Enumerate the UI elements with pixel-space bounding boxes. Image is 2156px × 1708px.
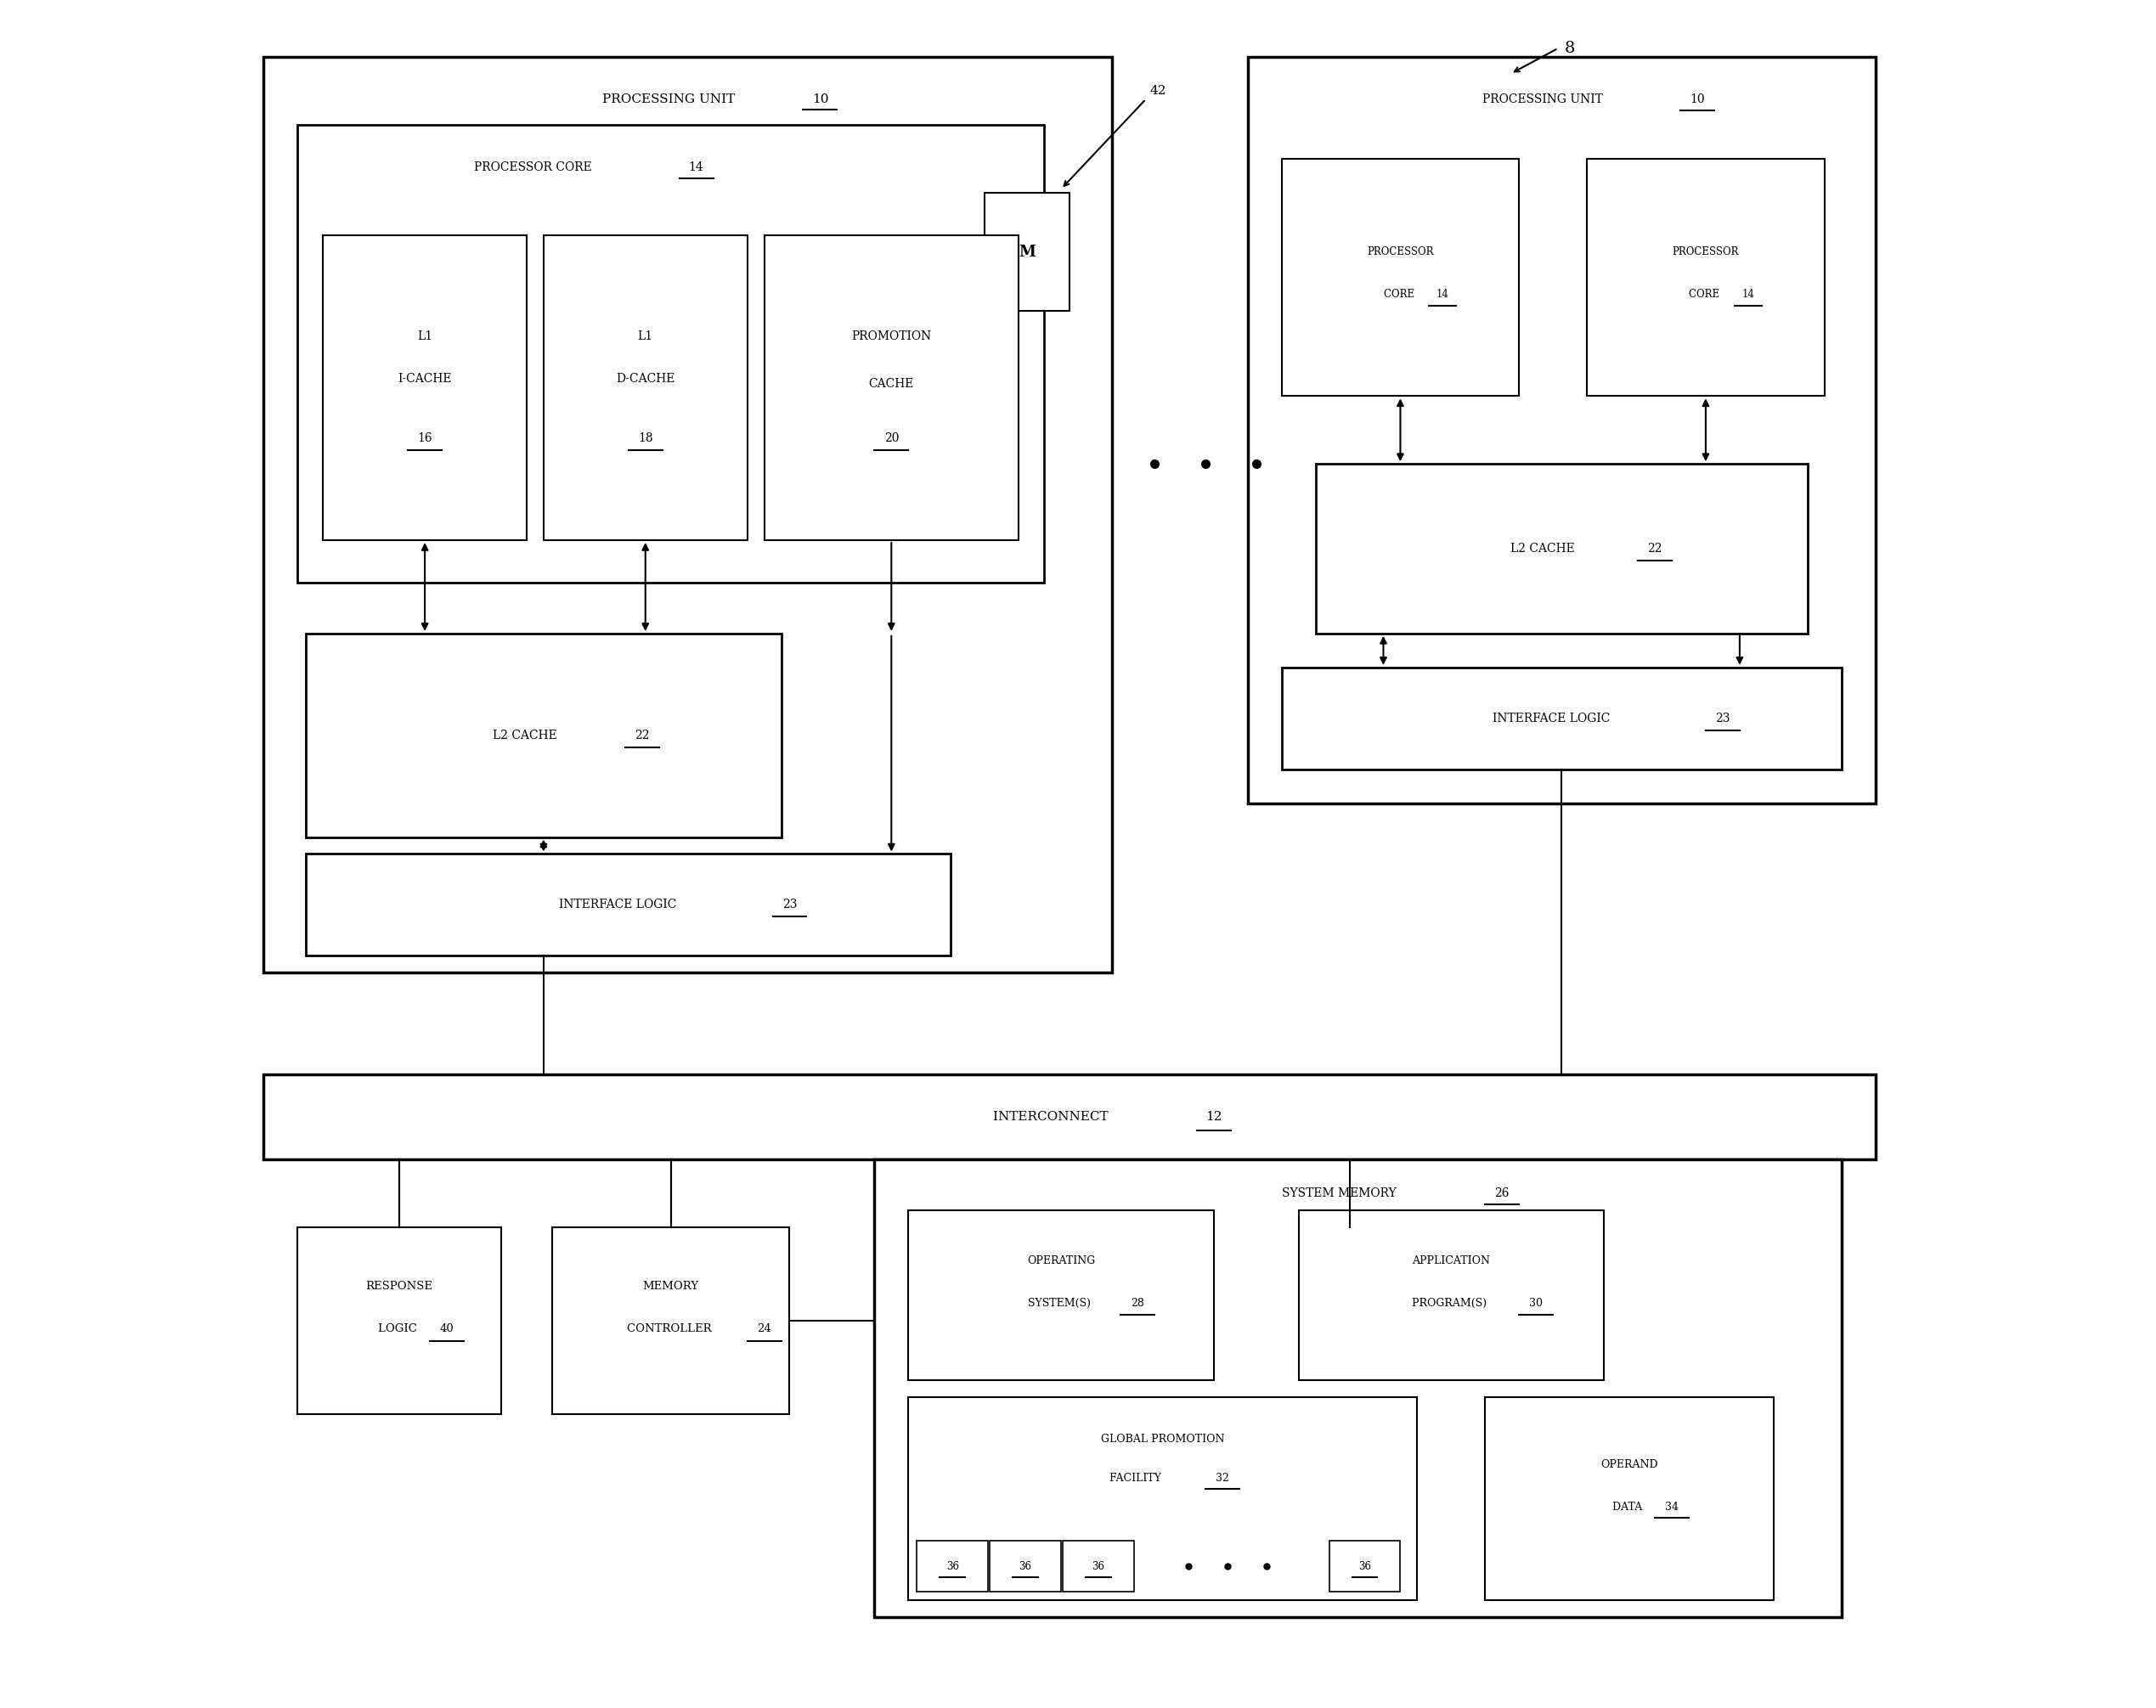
Text: 16: 16: [418, 432, 433, 444]
FancyBboxPatch shape: [306, 634, 780, 837]
Text: CORE: CORE: [1688, 289, 1723, 301]
FancyBboxPatch shape: [916, 1541, 987, 1592]
FancyBboxPatch shape: [1281, 159, 1520, 396]
Text: 36: 36: [946, 1561, 959, 1571]
FancyBboxPatch shape: [306, 854, 951, 956]
Text: 10: 10: [813, 94, 828, 106]
FancyBboxPatch shape: [263, 1074, 1876, 1160]
FancyBboxPatch shape: [985, 193, 1069, 311]
Text: 22: 22: [1647, 543, 1662, 555]
Text: INTERFACE LOGIC: INTERFACE LOGIC: [1492, 712, 1613, 724]
Text: APPLICATION: APPLICATION: [1412, 1255, 1490, 1267]
Text: I-CACHE: I-CACHE: [399, 372, 453, 384]
Text: 12: 12: [1205, 1110, 1222, 1122]
Text: INTERCONNECT: INTERCONNECT: [994, 1110, 1112, 1122]
Text: 8: 8: [1565, 41, 1576, 56]
FancyBboxPatch shape: [552, 1226, 789, 1414]
FancyBboxPatch shape: [990, 1541, 1061, 1592]
Text: L1: L1: [638, 331, 653, 343]
Text: 14: 14: [1742, 289, 1755, 301]
Text: GLOBAL PROMOTION: GLOBAL PROMOTION: [1102, 1433, 1225, 1445]
Text: 28: 28: [1130, 1298, 1145, 1308]
Text: 32: 32: [1216, 1472, 1229, 1484]
Text: 36: 36: [1091, 1561, 1104, 1571]
Text: CACHE: CACHE: [869, 377, 914, 389]
Text: SYSTEM(S): SYSTEM(S): [1028, 1298, 1093, 1308]
Text: OPERATING: OPERATING: [1026, 1255, 1095, 1267]
Text: CORE: CORE: [1384, 289, 1416, 301]
Text: 36: 36: [1020, 1561, 1033, 1571]
FancyBboxPatch shape: [1587, 159, 1824, 396]
FancyBboxPatch shape: [263, 56, 1112, 974]
FancyBboxPatch shape: [1485, 1397, 1774, 1600]
Text: D-CACHE: D-CACHE: [617, 372, 675, 384]
Text: RESPONSE: RESPONSE: [367, 1281, 433, 1291]
Text: PROCESSING UNIT: PROCESSING UNIT: [1483, 94, 1606, 106]
Text: L2 CACHE: L2 CACHE: [1511, 543, 1578, 555]
Text: PROGRAM(S): PROGRAM(S): [1412, 1298, 1490, 1308]
Text: 40: 40: [440, 1324, 455, 1334]
Text: PROMOTION: PROMOTION: [852, 331, 931, 343]
Text: 23: 23: [783, 898, 798, 910]
Text: PROCESSING UNIT: PROCESSING UNIT: [602, 94, 740, 106]
Text: 18: 18: [638, 432, 653, 444]
Text: L2 CACHE: L2 CACHE: [492, 729, 561, 741]
Text: 36: 36: [1358, 1561, 1371, 1571]
FancyBboxPatch shape: [1328, 1541, 1401, 1592]
Text: 10: 10: [1690, 94, 1705, 106]
Text: FACILITY: FACILITY: [1110, 1472, 1164, 1484]
FancyBboxPatch shape: [1248, 56, 1876, 803]
Text: 30: 30: [1529, 1298, 1544, 1308]
FancyBboxPatch shape: [1281, 668, 1841, 769]
FancyBboxPatch shape: [908, 1211, 1214, 1380]
Text: 14: 14: [688, 161, 703, 173]
FancyBboxPatch shape: [543, 236, 748, 540]
Text: DATA: DATA: [1613, 1501, 1645, 1513]
FancyBboxPatch shape: [763, 236, 1018, 540]
FancyBboxPatch shape: [323, 236, 526, 540]
Text: 24: 24: [757, 1324, 772, 1334]
FancyBboxPatch shape: [875, 1160, 1841, 1617]
Text: 42: 42: [1149, 85, 1166, 97]
Text: SYSTEM MEMORY: SYSTEM MEMORY: [1283, 1187, 1399, 1199]
Text: 26: 26: [1494, 1187, 1509, 1199]
FancyBboxPatch shape: [298, 125, 1044, 582]
Text: PROCESSOR: PROCESSOR: [1673, 246, 1740, 258]
FancyBboxPatch shape: [1315, 465, 1807, 634]
FancyBboxPatch shape: [1298, 1211, 1604, 1380]
FancyBboxPatch shape: [908, 1397, 1416, 1600]
Text: 14: 14: [1436, 289, 1449, 301]
Text: 34: 34: [1664, 1501, 1680, 1513]
Text: MEMORY: MEMORY: [642, 1281, 699, 1291]
Text: M: M: [1018, 244, 1035, 260]
Text: 23: 23: [1716, 712, 1729, 724]
Text: CONTROLLER: CONTROLLER: [627, 1324, 716, 1334]
Text: OPERAND: OPERAND: [1600, 1459, 1658, 1471]
Text: 20: 20: [884, 432, 899, 444]
Text: 22: 22: [634, 729, 649, 741]
Text: PROCESSOR: PROCESSOR: [1367, 246, 1434, 258]
Text: INTERFACE LOGIC: INTERFACE LOGIC: [558, 898, 681, 910]
Text: L1: L1: [416, 331, 433, 343]
Text: PROCESSOR CORE: PROCESSOR CORE: [474, 161, 595, 173]
Text: LOGIC: LOGIC: [377, 1324, 420, 1334]
FancyBboxPatch shape: [1063, 1541, 1134, 1592]
FancyBboxPatch shape: [298, 1226, 500, 1414]
